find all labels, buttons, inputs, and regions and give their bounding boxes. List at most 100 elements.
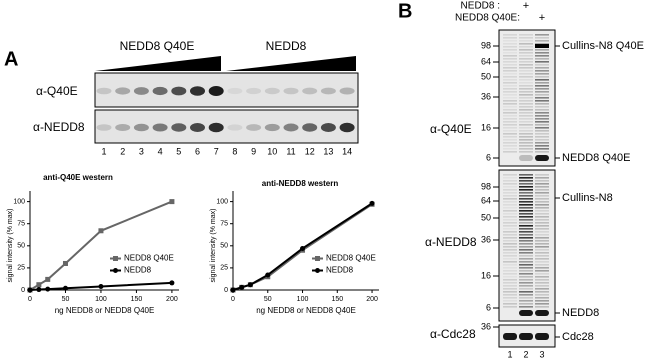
band: [503, 139, 517, 141]
row-label: α-NEDD8: [33, 120, 85, 134]
legend-marker: [113, 268, 118, 273]
gradient-wedge: [226, 56, 356, 71]
marker-label: 98: [481, 40, 491, 50]
band: [535, 103, 549, 105]
band: [503, 216, 517, 218]
band: [535, 40, 549, 42]
band: [535, 43, 549, 45]
band: [535, 177, 549, 179]
band: [519, 174, 533, 176]
band: [503, 82, 517, 84]
band: [519, 40, 533, 42]
band: [519, 49, 533, 51]
band: [519, 37, 533, 39]
x-tick-label: 0: [231, 296, 235, 303]
band: [503, 306, 517, 308]
band: [535, 49, 549, 51]
y-tick-label: 75: [17, 221, 25, 228]
lane-number: 5: [176, 146, 181, 156]
band: [535, 252, 549, 254]
point: [265, 272, 271, 278]
band: [535, 82, 549, 84]
band: [503, 285, 517, 287]
band: [535, 249, 549, 251]
band: [535, 100, 549, 102]
band: [302, 87, 318, 95]
legend-label: NEDD8 Q40E: [124, 254, 174, 263]
band: [519, 291, 533, 293]
band: [535, 285, 549, 287]
band: [503, 201, 517, 203]
lane-number: 1: [507, 349, 512, 359]
band: [503, 222, 517, 224]
band: [535, 303, 549, 305]
band: [519, 76, 533, 78]
band: [208, 122, 224, 133]
group-label: NEDD8: [266, 39, 307, 53]
band: [503, 127, 517, 129]
lane-number: 11: [286, 146, 295, 156]
band: [535, 306, 549, 308]
band: [519, 115, 533, 117]
band: [519, 285, 533, 287]
band: [519, 228, 533, 230]
band: [503, 279, 517, 281]
band: [535, 225, 549, 227]
band: [519, 139, 533, 141]
band: [503, 180, 517, 182]
band: [503, 55, 517, 57]
band: [519, 118, 533, 120]
band: [535, 276, 549, 278]
band: [519, 43, 533, 45]
legend-label: NEDD8 Q40E: [326, 254, 376, 263]
band: [535, 79, 549, 81]
band: [503, 58, 517, 60]
band: [535, 261, 549, 263]
condition-label: NEDD8 Q40E:: [455, 13, 520, 24]
marker-label: 16: [481, 122, 491, 132]
band: [503, 79, 517, 81]
band: [503, 261, 517, 263]
band: [519, 219, 533, 221]
band: [96, 87, 112, 95]
band: [519, 273, 533, 275]
band: [535, 234, 549, 236]
x-tick-label: 50: [264, 296, 272, 303]
y-tick-label: 100: [13, 198, 25, 205]
band: [503, 177, 517, 179]
band: [519, 61, 533, 63]
band: [503, 43, 517, 45]
band: [519, 106, 533, 108]
band: [503, 70, 517, 72]
band: [519, 100, 533, 102]
band: [115, 123, 131, 132]
band: [339, 122, 355, 133]
band: [519, 189, 533, 191]
band: [519, 213, 533, 215]
band: [503, 97, 517, 99]
band: [503, 174, 517, 176]
band: [519, 310, 533, 316]
band: [208, 86, 224, 96]
antibody-label: α-Q40E: [430, 122, 472, 136]
band: [535, 64, 549, 66]
band: [535, 148, 549, 150]
band: [519, 303, 533, 305]
lane-number: 14: [342, 146, 352, 156]
marker-label: 64: [481, 56, 491, 66]
lane-number: 10: [267, 146, 277, 156]
band: [519, 180, 533, 182]
band: [503, 276, 517, 278]
lane-number: 7: [214, 146, 219, 156]
series-line: [29, 200, 173, 291]
band: [519, 210, 533, 212]
band: [519, 222, 533, 224]
band: [535, 310, 549, 316]
band: [535, 237, 549, 239]
y-tick-label: 0: [21, 287, 25, 294]
band: [519, 267, 533, 269]
band: [519, 264, 533, 266]
band: [519, 91, 533, 93]
band: [535, 243, 549, 245]
band: [519, 52, 533, 54]
